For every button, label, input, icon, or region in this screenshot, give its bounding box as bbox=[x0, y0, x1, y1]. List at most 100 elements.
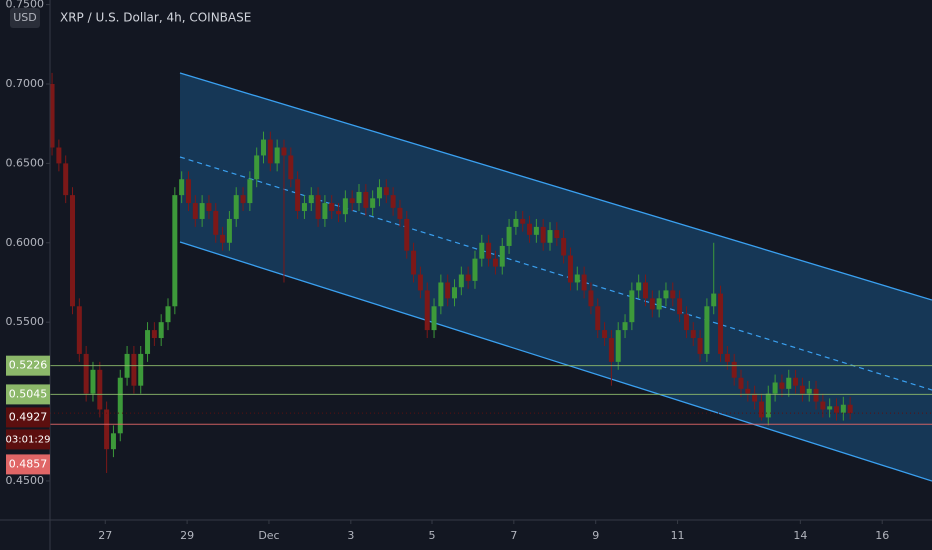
candle-body bbox=[117, 377, 123, 434]
candle-body bbox=[83, 353, 89, 394]
y-tick-label: 0.4500 bbox=[6, 474, 45, 487]
price-label-box bbox=[6, 407, 50, 428]
candle-body bbox=[411, 250, 417, 275]
candle-body bbox=[465, 274, 471, 281]
price-label-box bbox=[6, 454, 50, 475]
candle-body bbox=[629, 290, 635, 323]
candle-body bbox=[690, 330, 696, 339]
candle-body bbox=[70, 195, 76, 307]
candle-body bbox=[254, 155, 260, 180]
candle-body bbox=[499, 245, 505, 267]
candle-body bbox=[567, 255, 573, 283]
candle-body bbox=[438, 282, 444, 307]
candle-body bbox=[486, 242, 492, 259]
candle-body bbox=[295, 179, 301, 212]
price-label: 0.5226 bbox=[9, 359, 48, 372]
price-label: 0.4857 bbox=[9, 457, 48, 470]
candle-body bbox=[670, 290, 676, 299]
price-label: 0.4927 bbox=[9, 410, 48, 423]
price-label: 0.5045 bbox=[9, 387, 48, 400]
candle-body bbox=[765, 393, 771, 418]
candle-body bbox=[329, 203, 335, 212]
candle-body bbox=[131, 353, 137, 386]
candle-body bbox=[199, 203, 205, 219]
candle-body bbox=[424, 290, 430, 331]
chart-title: XRP / U.S. Dollar, 4h, COINBASE bbox=[60, 11, 251, 25]
candle-body bbox=[322, 203, 328, 219]
candle-body bbox=[847, 404, 853, 414]
currency[interactable]: USD bbox=[13, 11, 37, 24]
channel-lower bbox=[179, 241, 932, 482]
candle-body bbox=[220, 234, 226, 243]
candle-body bbox=[397, 207, 403, 219]
currency-box[interactable] bbox=[10, 8, 40, 28]
candle-body bbox=[356, 191, 362, 204]
candle-body bbox=[704, 306, 710, 354]
candle-body bbox=[602, 330, 608, 339]
countdown-box bbox=[6, 429, 50, 450]
candle-body bbox=[786, 377, 792, 389]
candle-body bbox=[813, 388, 819, 402]
candle-body bbox=[663, 290, 669, 299]
y-tick-label: 0.6000 bbox=[6, 236, 45, 249]
x-tick-label: 29 bbox=[180, 529, 194, 542]
x-tick-label: 16 bbox=[875, 529, 889, 542]
price-label-box bbox=[6, 384, 50, 405]
candle-body bbox=[718, 293, 724, 354]
candle-body bbox=[697, 338, 703, 354]
x-tick-label: 7 bbox=[510, 529, 517, 542]
x-tick-label: 5 bbox=[428, 529, 435, 542]
x-tick-label: 11 bbox=[671, 529, 685, 542]
candle-body bbox=[772, 382, 778, 394]
candle-body bbox=[233, 195, 239, 219]
x-tick-label: 3 bbox=[347, 529, 354, 542]
candle-body bbox=[527, 223, 533, 235]
candle-body bbox=[827, 406, 833, 410]
candle-body bbox=[622, 322, 628, 331]
x-tick-label: 27 bbox=[98, 529, 112, 542]
candle-body bbox=[458, 274, 464, 288]
candle-body bbox=[240, 195, 246, 204]
candle-body bbox=[404, 218, 410, 251]
candle-body bbox=[547, 230, 553, 243]
candle-body bbox=[288, 155, 294, 180]
candle-body bbox=[349, 198, 355, 204]
candle-body bbox=[63, 163, 69, 196]
candle-body bbox=[445, 282, 451, 299]
candle-body bbox=[724, 353, 730, 362]
candle-body bbox=[97, 369, 103, 410]
candle-body bbox=[158, 322, 164, 339]
candle-body bbox=[138, 353, 144, 386]
plot-area bbox=[49, 72, 932, 474]
candle-body bbox=[643, 282, 649, 299]
axis-labels: 0.7500 0.7000 0.6500 0.6000 0.5500 0.4500 27 29… bbox=[6, 0, 890, 542]
candle-body bbox=[315, 195, 321, 219]
candle-body bbox=[806, 388, 812, 394]
candle-body bbox=[615, 330, 621, 362]
channel-upper bbox=[179, 72, 932, 301]
candle-body bbox=[90, 369, 96, 394]
candle-body bbox=[472, 258, 478, 281]
candle-body bbox=[581, 274, 587, 291]
candle-body bbox=[608, 338, 614, 362]
candle-body bbox=[731, 361, 737, 378]
channel-fill bbox=[180, 73, 932, 481]
candle-body bbox=[452, 287, 458, 299]
candle-body bbox=[179, 179, 185, 196]
candle-body bbox=[76, 306, 82, 354]
candle-body bbox=[683, 314, 689, 331]
candle-body bbox=[261, 139, 267, 156]
candle-body bbox=[247, 179, 253, 204]
candle-body bbox=[513, 218, 519, 227]
candle-body bbox=[104, 409, 110, 450]
x-tick-label: 14 bbox=[793, 529, 807, 542]
candle-body bbox=[540, 226, 546, 243]
candle-body bbox=[745, 388, 751, 394]
candle-body bbox=[636, 282, 642, 291]
candle-body bbox=[649, 298, 655, 310]
candle-body bbox=[342, 198, 348, 215]
candle-body bbox=[185, 179, 191, 204]
candle-body bbox=[206, 203, 212, 212]
